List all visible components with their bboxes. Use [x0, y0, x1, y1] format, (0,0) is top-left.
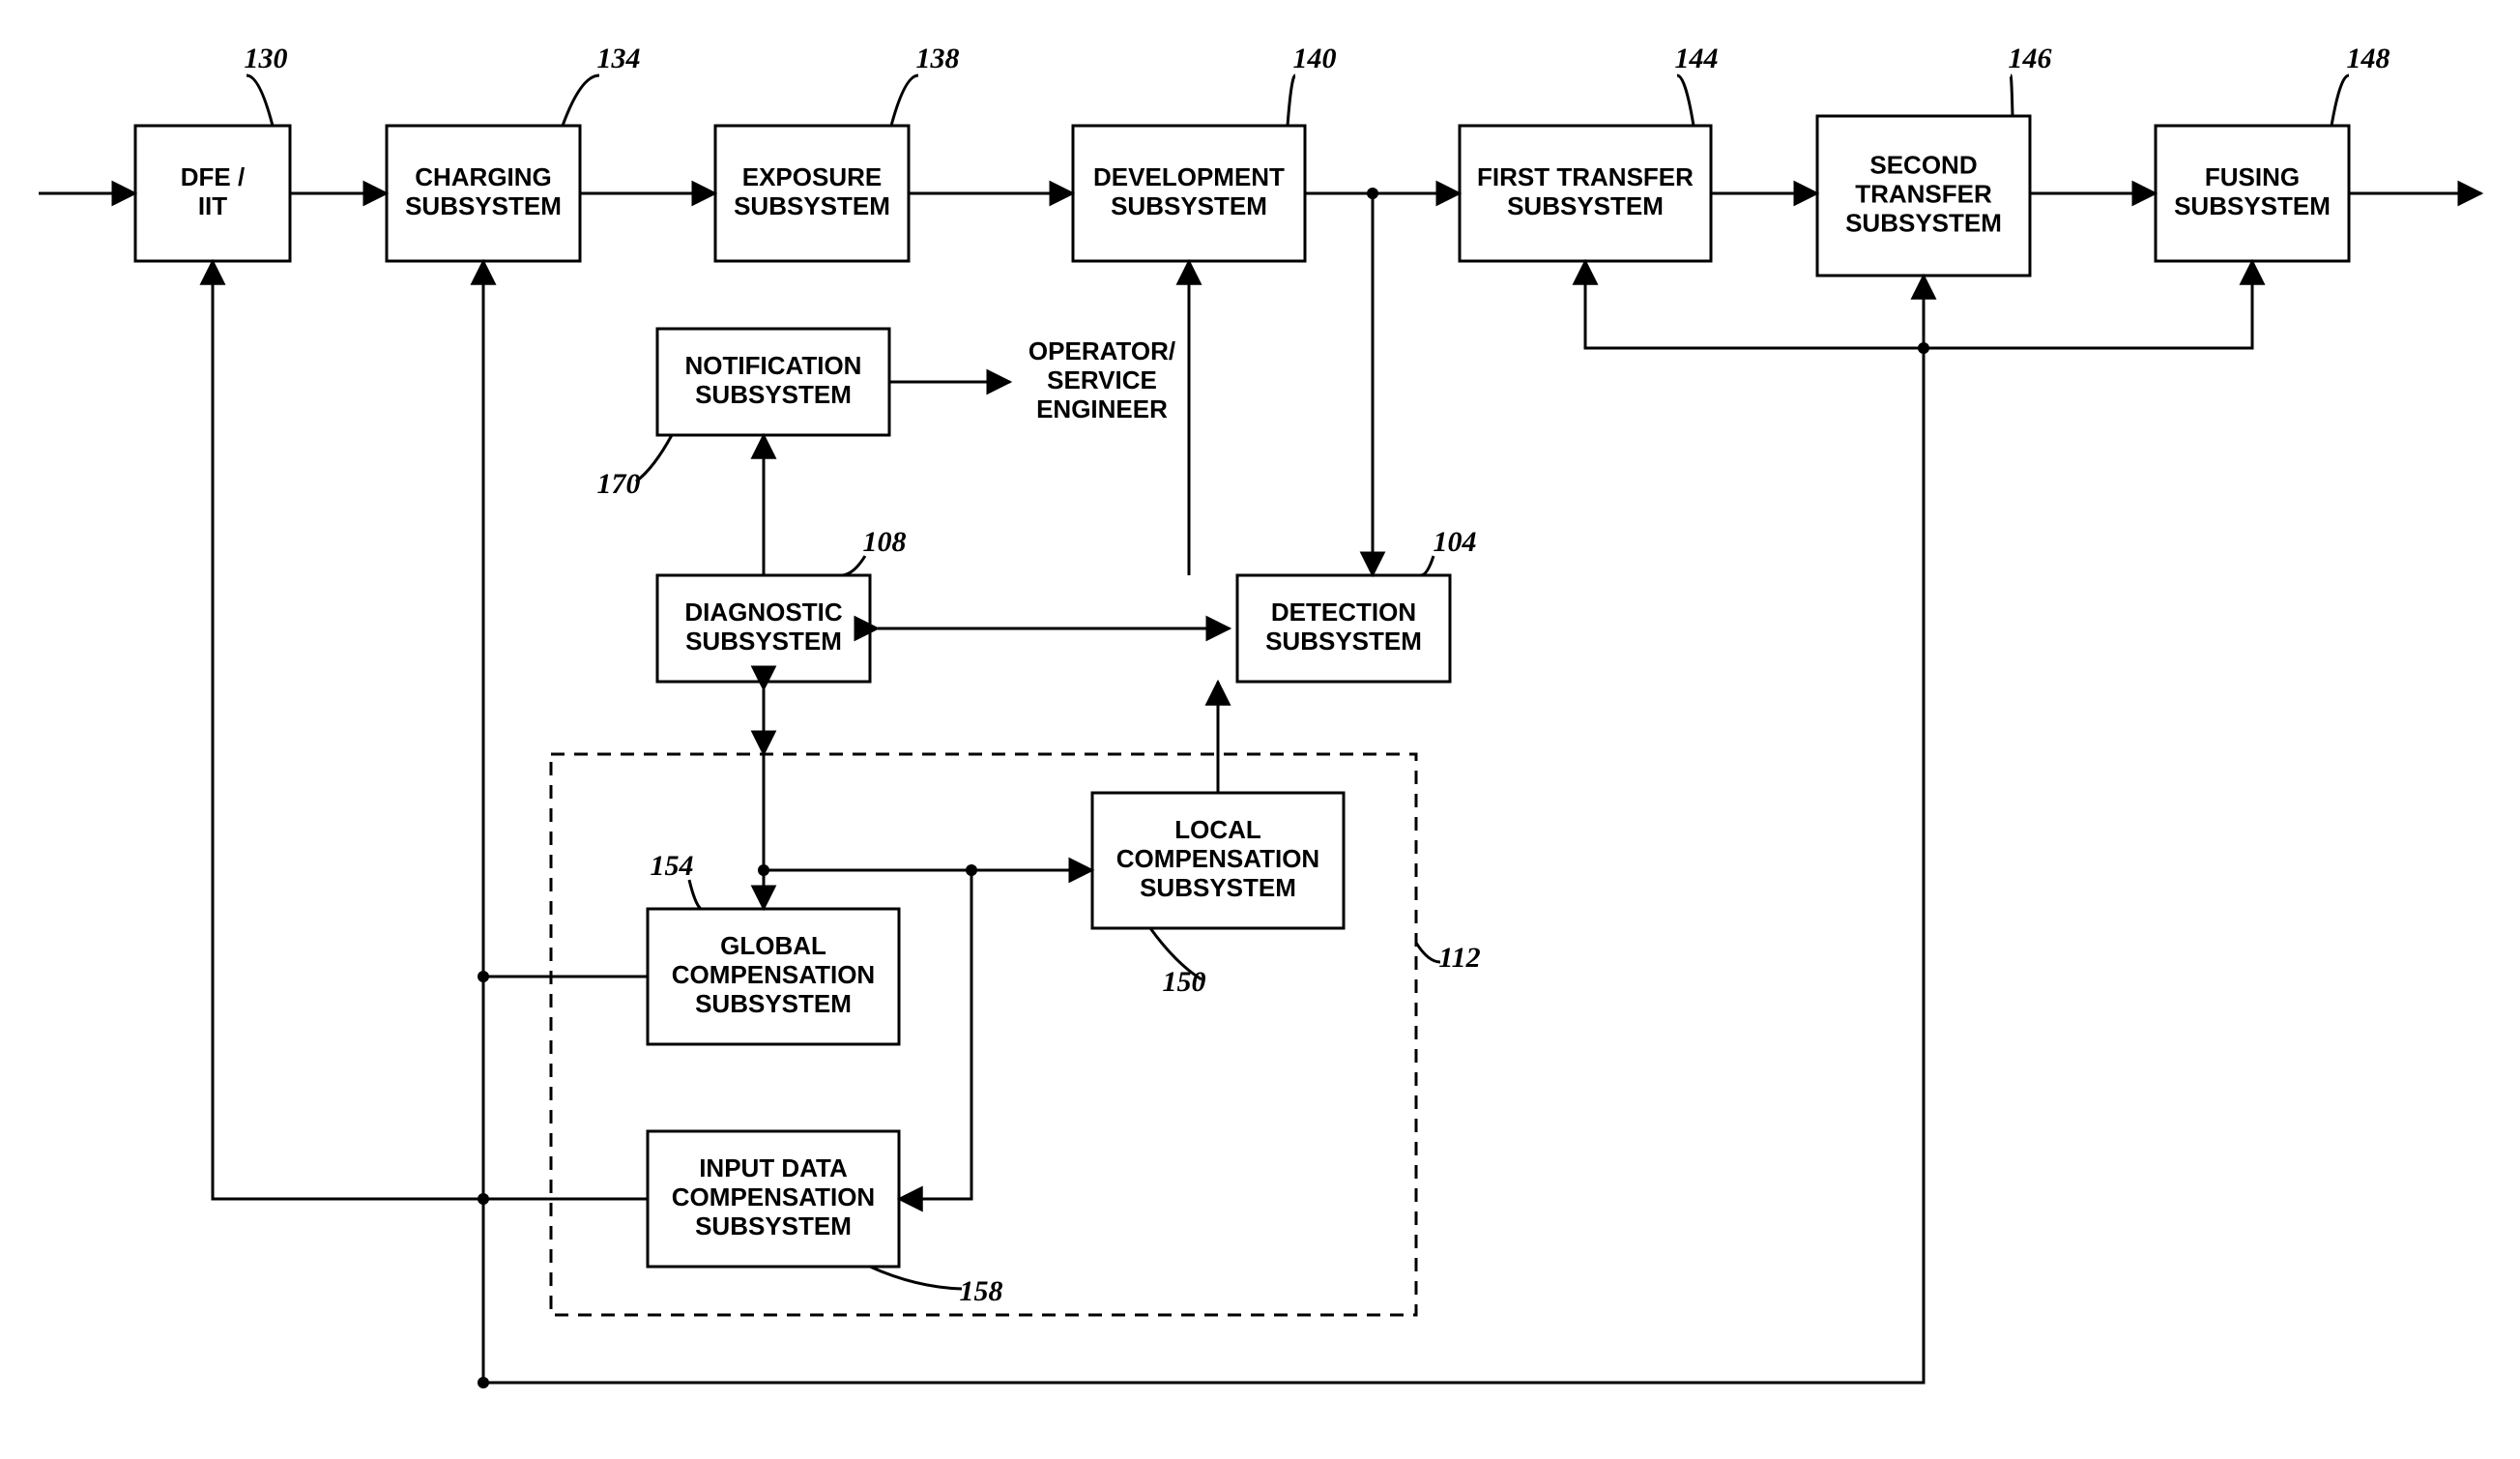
svg-text:OPERATOR/: OPERATOR/ [1028, 336, 1175, 365]
ref-num: 146 [2009, 43, 2052, 74]
svg-text:GLOBAL: GLOBAL [720, 931, 826, 960]
svg-text:DETECTION: DETECTION [1271, 598, 1416, 627]
svg-text:DIAGNOSTIC: DIAGNOSTIC [684, 598, 842, 627]
svg-text:SUBSYSTEM: SUBSYSTEM [1140, 873, 1296, 902]
svg-text:COMPENSATION: COMPENSATION [672, 960, 875, 989]
svg-text:DEVELOPMENT: DEVELOPMENT [1093, 162, 1285, 191]
svg-text:SUBSYSTEM: SUBSYSTEM [1265, 627, 1422, 656]
svg-text:COMPENSATION: COMPENSATION [1116, 844, 1319, 873]
ref-num: 108 [863, 526, 907, 558]
ref-num: 112 [1438, 942, 1480, 974]
svg-text:NOTIFICATION: NOTIFICATION [685, 351, 862, 380]
svg-text:SUBSYSTEM: SUBSYSTEM [405, 191, 562, 220]
svg-text:TRANSFER: TRANSFER [1855, 179, 1992, 208]
ref-num: 134 [597, 43, 641, 74]
svg-text:SECOND: SECOND [1869, 150, 1977, 179]
svg-text:SUBSYSTEM: SUBSYSTEM [695, 1211, 852, 1240]
ref-num: 170 [597, 468, 641, 500]
svg-text:COMPENSATION: COMPENSATION [672, 1182, 875, 1211]
svg-text:SUBSYSTEM: SUBSYSTEM [1845, 208, 2002, 237]
ref-num: 140 [1293, 43, 1337, 74]
ref-num: 158 [960, 1275, 1003, 1307]
svg-text:SUBSYSTEM: SUBSYSTEM [1507, 191, 1664, 220]
ref-num: 150 [1163, 966, 1206, 998]
svg-text:SUBSYSTEM: SUBSYSTEM [685, 627, 842, 656]
svg-text:DFE /: DFE / [181, 162, 245, 191]
svg-text:SUBSYSTEM: SUBSYSTEM [2174, 191, 2331, 220]
svg-text:SUBSYSTEM: SUBSYSTEM [695, 989, 852, 1018]
ref-num: 104 [1434, 526, 1477, 558]
svg-text:FUSING: FUSING [2205, 162, 2300, 191]
svg-text:SERVICE: SERVICE [1047, 365, 1157, 394]
svg-text:LOCAL: LOCAL [1174, 815, 1261, 844]
ref-num: 130 [245, 43, 288, 74]
svg-text:INPUT DATA: INPUT DATA [699, 1153, 848, 1182]
svg-text:IIT: IIT [198, 191, 227, 220]
svg-text:CHARGING: CHARGING [415, 162, 552, 191]
ref-num: 138 [916, 43, 960, 74]
ref-num: 154 [651, 850, 694, 882]
svg-text:SUBSYSTEM: SUBSYSTEM [1111, 191, 1267, 220]
svg-text:ENGINEER: ENGINEER [1036, 394, 1168, 423]
ref-num: 144 [1675, 43, 1719, 74]
svg-text:FIRST TRANSFER: FIRST TRANSFER [1477, 162, 1694, 191]
ref-num: 148 [2347, 43, 2390, 74]
svg-text:EXPOSURE: EXPOSURE [742, 162, 883, 191]
svg-text:SUBSYSTEM: SUBSYSTEM [734, 191, 890, 220]
svg-text:SUBSYSTEM: SUBSYSTEM [695, 380, 852, 409]
